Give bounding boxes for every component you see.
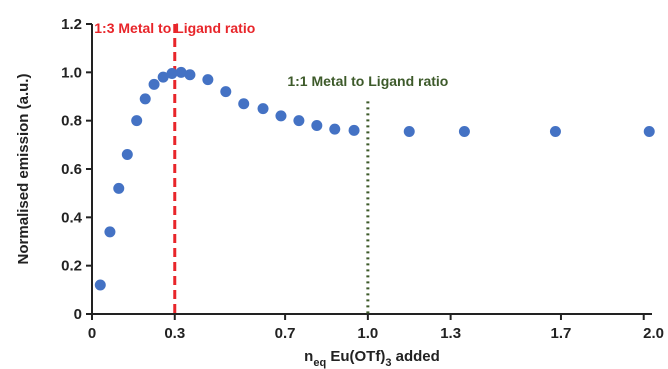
x-axis-label-sub2: 3 (385, 357, 391, 369)
reference-label-1-1: 1:1 Metal to Ligand ratio (287, 73, 448, 89)
data-point (121, 149, 133, 160)
data-point (202, 74, 214, 86)
data-point (643, 126, 655, 138)
data-point (166, 68, 178, 80)
y-tick-label: 0.6 (61, 161, 82, 178)
data-point (175, 66, 187, 78)
x-ticks: 0 0.3 0.7 1.0 1.3 1.7 2.0 (88, 314, 664, 342)
y-tick-label: 1.0 (61, 64, 82, 81)
x-tick-label: 2.0 (643, 325, 664, 342)
x-tick-label: 0.3 (164, 325, 185, 342)
y-tick-label: 1.2 (61, 16, 82, 33)
x-axis-label-tail: added (391, 348, 439, 365)
y-tick-label: 0.2 (61, 258, 82, 275)
data-point (293, 115, 305, 127)
data-point (257, 103, 269, 115)
data-point (311, 120, 323, 131)
x-tick-label: 1.3 (440, 325, 461, 342)
data-point (238, 98, 250, 110)
data-points (94, 66, 655, 291)
data-point (348, 124, 360, 136)
data-point (157, 71, 169, 83)
x-tick-label: 0 (88, 325, 96, 342)
y-axis-label: Normalised emission (a.u.) (15, 74, 32, 265)
data-point (458, 126, 470, 138)
x-tick-label: 0.7 (275, 325, 296, 342)
x-axis-label-rest: Eu(OTf) (326, 348, 385, 365)
data-point (329, 123, 341, 135)
data-point (403, 126, 415, 138)
data-point (104, 226, 116, 238)
x-tick-label: 1.7 (551, 325, 572, 342)
data-point (275, 110, 287, 122)
data-point (94, 279, 106, 291)
data-point (220, 86, 232, 98)
data-point (139, 93, 151, 105)
x-axis-label-sub: eq (313, 357, 326, 369)
data-point (549, 126, 561, 138)
x-tick-label: 1.0 (357, 325, 378, 342)
y-tick-label: 0.8 (61, 113, 82, 130)
data-point (131, 115, 143, 127)
reference-label-1-3: 1:3 Metal to Ligand ratio (94, 20, 255, 36)
x-axis-label-main: n (304, 348, 313, 365)
y-tick-label: 0 (74, 306, 82, 323)
x-axis-label: neq Eu(OTf)3 added (304, 348, 440, 369)
data-point (113, 182, 125, 194)
data-point (148, 78, 160, 90)
y-ticks: 0 0.2 0.4 0.6 0.8 1.0 1.2 (61, 16, 92, 323)
y-tick-label: 0.4 (61, 209, 83, 226)
data-point (184, 69, 196, 81)
